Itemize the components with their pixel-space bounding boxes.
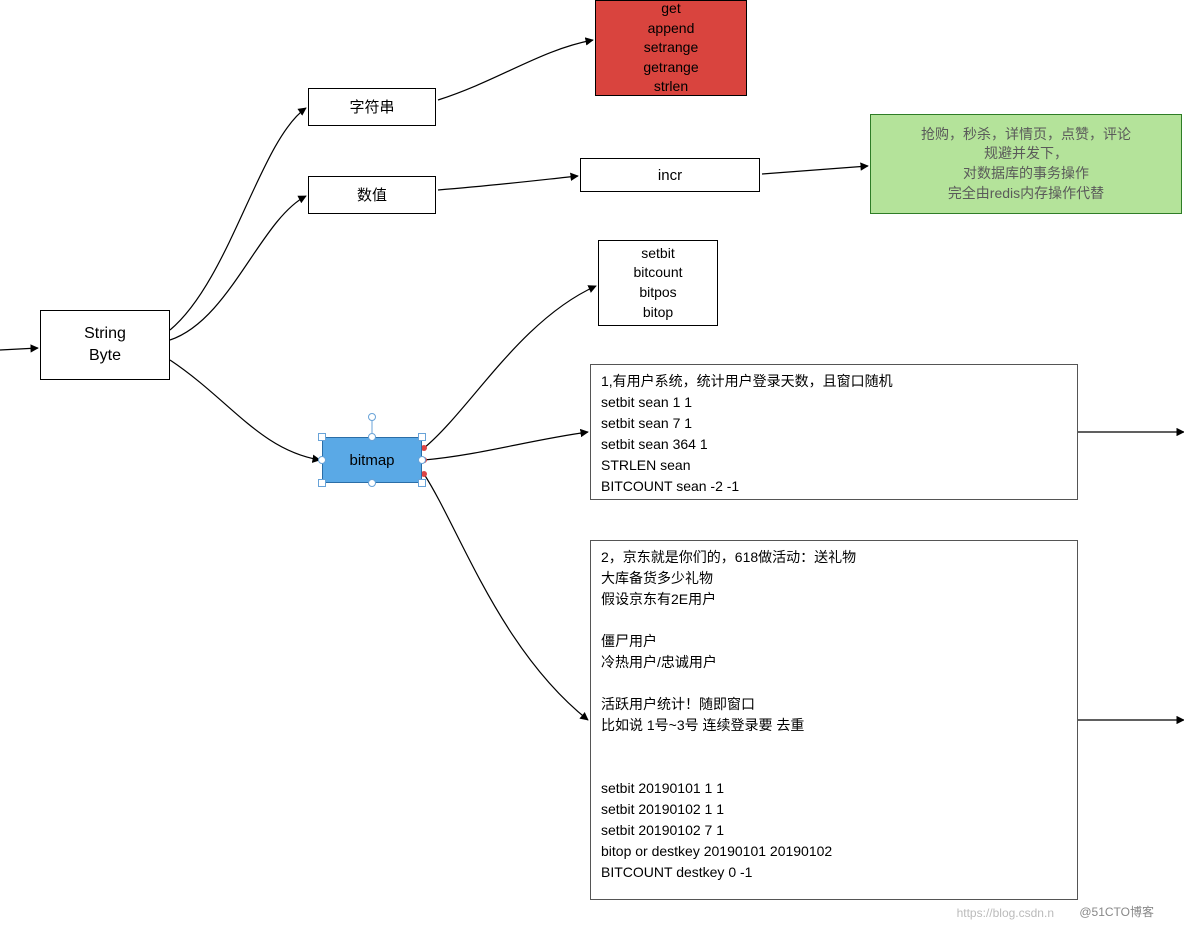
node-label: 1,有用户系统，统计用户登录天数，且窗口随机 setbit sean 1 1 s… bbox=[601, 373, 893, 494]
node-label: String Byte bbox=[84, 323, 126, 368]
node-label: 2，京东就是你们的，618做活动：送礼物 大库备货多少礼物 假设京东有2E用户 … bbox=[601, 549, 856, 880]
node-example-2: 2，京东就是你们的，618做活动：送礼物 大库备货多少礼物 假设京东有2E用户 … bbox=[590, 540, 1078, 900]
watermark-1: https://blog.csdn.n bbox=[957, 906, 1054, 920]
node-label: get append setrange getrange strlen bbox=[643, 0, 698, 97]
node-string-commands: get append setrange getrange strlen bbox=[595, 0, 747, 96]
node-label: bitmap bbox=[349, 450, 394, 471]
node-usecase-green: 抢购，秒杀，详情页，点赞，评论 规避并发下， 对数据库的事务操作 完全由redi… bbox=[870, 114, 1182, 214]
node-number: 数值 bbox=[308, 176, 436, 214]
node-label: 抢购，秒杀，详情页，点赞，评论 规避并发下， 对数据库的事务操作 完全由redi… bbox=[921, 125, 1131, 203]
node-string-byte: String Byte bbox=[40, 310, 170, 380]
node-bitmap[interactable]: bitmap bbox=[322, 437, 422, 483]
node-label: 数值 bbox=[357, 185, 387, 206]
node-incr: incr bbox=[580, 158, 760, 192]
node-bit-commands: setbit bitcount bitpos bitop bbox=[598, 240, 718, 326]
node-label: setbit bitcount bitpos bitop bbox=[633, 244, 682, 322]
node-example-1: 1,有用户系统，统计用户登录天数，且窗口随机 setbit sean 1 1 s… bbox=[590, 364, 1078, 500]
watermark-2: @51CTO博客 bbox=[1079, 903, 1154, 920]
node-label: 字符串 bbox=[349, 97, 394, 118]
node-label: incr bbox=[658, 165, 682, 186]
node-string: 字符串 bbox=[308, 88, 436, 126]
